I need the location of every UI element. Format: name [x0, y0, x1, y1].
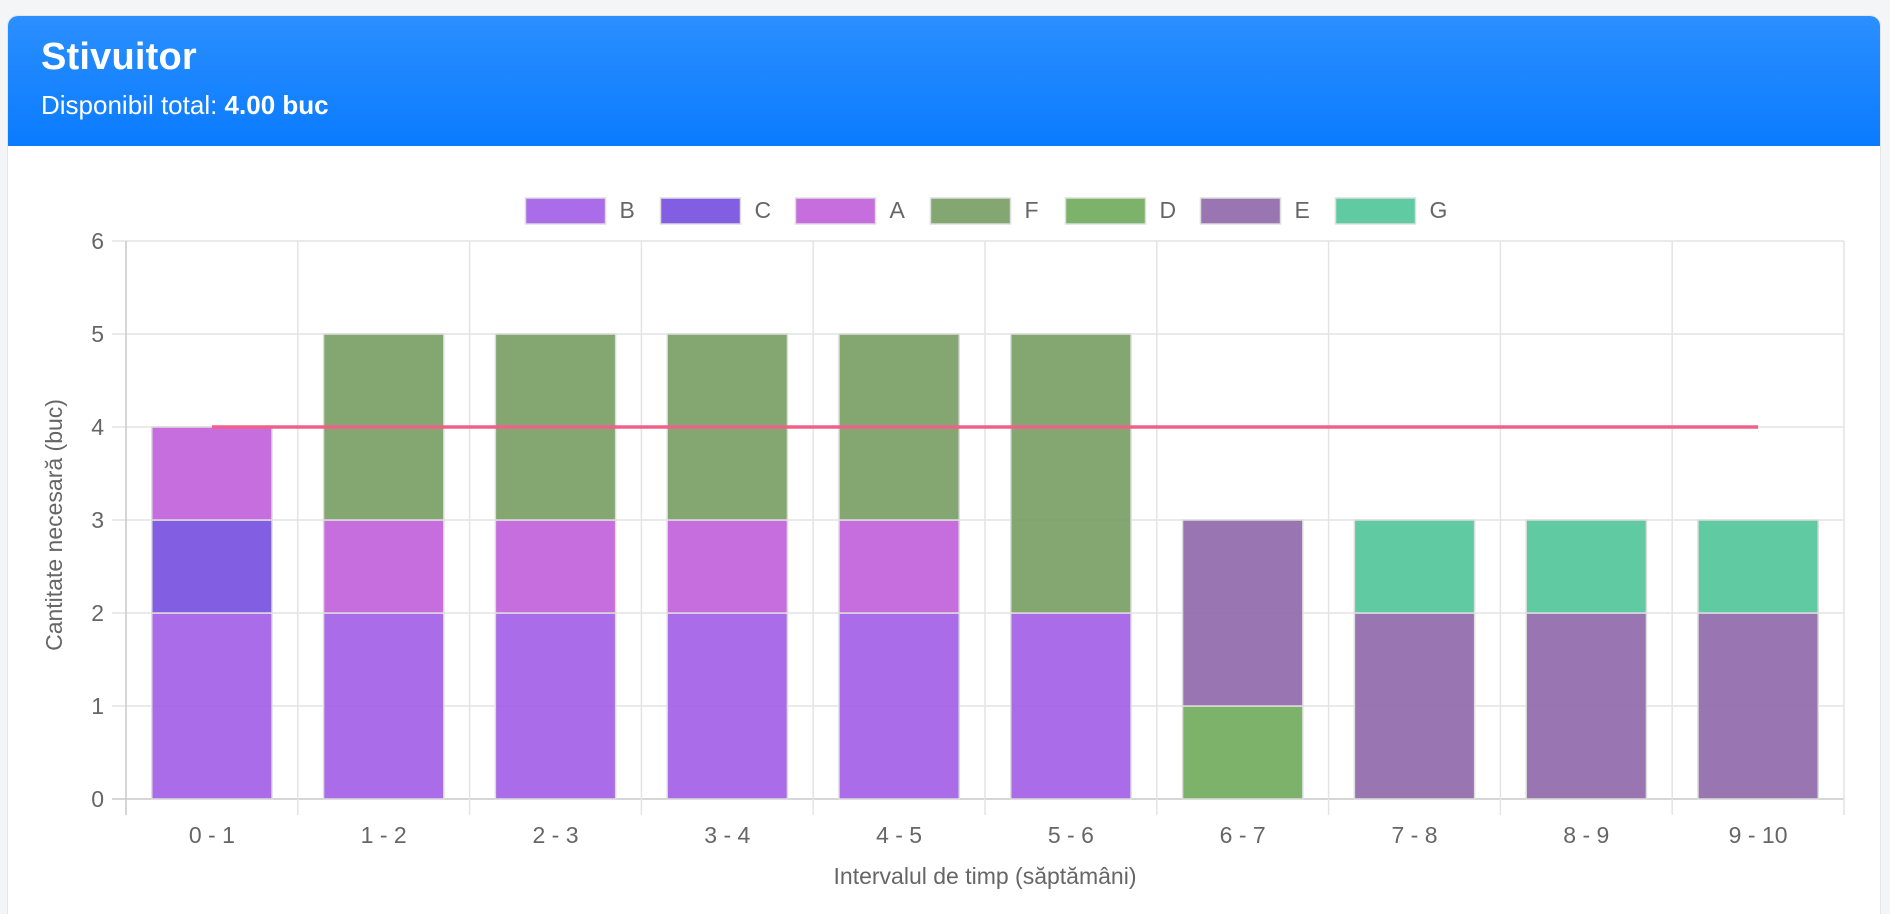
y-tick-label: 6 [91, 228, 104, 254]
x-tick-label: 6 - 7 [1220, 822, 1266, 848]
legend-label: A [890, 197, 906, 223]
x-tick-label: 2 - 3 [532, 822, 578, 848]
chart-axes: 0 1 2 3 4 5 6 0 - 1 1 - 2 2 - 3 3 - 4 4 - 5 5 - 6 6 -… [91, 228, 1787, 848]
bar-segment-b[interactable] [151, 612, 273, 800]
legend-label: G [1430, 197, 1448, 223]
y-tick-label: 0 [91, 786, 104, 812]
legend-label: F [1025, 197, 1039, 223]
bar-segment-b[interactable] [322, 612, 445, 800]
legend-item-b[interactable]: B [524, 197, 635, 225]
legend-label: B [620, 197, 635, 223]
bar-segment-b[interactable] [494, 612, 617, 800]
card-header: Stivuitor Disponibil total: 4.00 buc [8, 16, 1880, 146]
legend-label: C [755, 197, 772, 223]
bar-segment-g[interactable] [1353, 519, 1476, 614]
x-tick-label: 1 - 2 [361, 822, 407, 848]
legend-swatch [659, 197, 742, 225]
bar-segment-a[interactable] [666, 519, 789, 614]
bar-segment-e[interactable] [1697, 612, 1819, 800]
bar-segment-g[interactable] [1525, 519, 1648, 614]
y-tick-label: 2 [91, 600, 104, 626]
legend-label: E [1295, 197, 1310, 223]
bar-segment-g[interactable] [1697, 519, 1819, 614]
legend-item-e[interactable]: E [1199, 197, 1310, 225]
bar-segment-f[interactable] [1010, 333, 1132, 614]
bar-segment-a[interactable] [494, 519, 617, 614]
availability-label: Disponibil total: [41, 90, 225, 120]
page-title: Stivuitor [41, 36, 197, 78]
legend-swatch [1334, 197, 1417, 225]
legend-swatch [1199, 197, 1282, 225]
x-tick-label: 4 - 5 [876, 822, 922, 848]
bar-segment-e[interactable] [1353, 612, 1476, 800]
x-tick-label: 9 - 10 [1729, 822, 1788, 848]
x-tick-label: 5 - 6 [1048, 822, 1094, 848]
legend-item-f[interactable]: F [929, 197, 1039, 225]
bar-segment-e[interactable] [1181, 519, 1304, 707]
legend-swatch [1064, 197, 1147, 225]
y-tick-label: 3 [91, 507, 104, 533]
legend-label: D [1160, 197, 1177, 223]
legend-swatch [524, 197, 607, 225]
legend-item-a[interactable]: A [794, 197, 906, 225]
y-tick-label: 4 [91, 414, 104, 440]
x-tick-label: 8 - 9 [1563, 822, 1609, 848]
y-tick-label: 1 [91, 693, 104, 719]
bar-segment-a[interactable] [151, 426, 273, 521]
bar-segment-a[interactable] [838, 519, 960, 614]
x-tick-label: 7 - 8 [1391, 822, 1437, 848]
bar-segment-d[interactable] [1181, 705, 1304, 800]
x-tick-label: 3 - 4 [704, 822, 750, 848]
availability-value: 4.00 buc [224, 90, 329, 120]
bar-segment-b[interactable] [1010, 612, 1132, 800]
bar-segment-a[interactable] [322, 519, 445, 614]
availability-summary: Disponibil total: 4.00 buc [41, 90, 329, 121]
bar-segment-e[interactable] [1525, 612, 1648, 800]
legend-swatch [929, 197, 1012, 225]
legend-item-g[interactable]: G [1334, 197, 1448, 225]
legend-swatch [794, 197, 877, 225]
bar-segment-c[interactable] [151, 519, 273, 614]
y-tick-label: 5 [91, 321, 104, 347]
bar-segment-b[interactable] [666, 612, 789, 800]
bar-segment-b[interactable] [838, 612, 960, 800]
y-axis-title: Cantitate necesară (buc) [41, 399, 67, 651]
x-axis-title: Intervalul de timp (săptămâni) [834, 863, 1137, 889]
legend-item-d[interactable]: D [1064, 197, 1177, 225]
legend-item-c[interactable]: C [659, 197, 772, 225]
x-tick-label: 0 - 1 [189, 822, 235, 848]
chart-bars [151, 333, 1819, 800]
